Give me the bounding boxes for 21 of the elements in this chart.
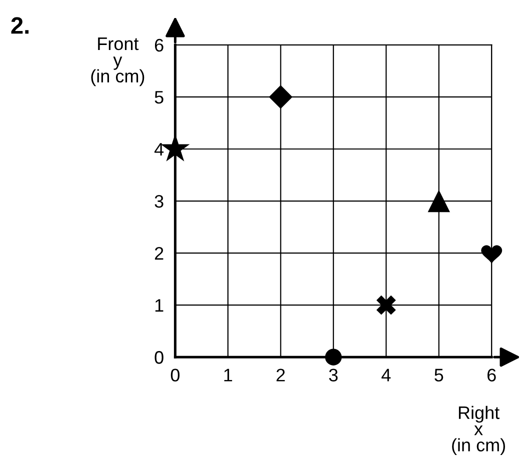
x-tick-label: 1 (224, 368, 232, 382)
y-tick-label: 4 (154, 143, 164, 156)
x-tick-label: 0 (170, 368, 180, 382)
point (376, 295, 396, 315)
x-tick-label: 2 (276, 368, 285, 382)
chart-title: 2. (11, 17, 29, 34)
y-tick-label: 5 (154, 91, 164, 104)
y-tick-label: 1 (155, 299, 164, 312)
x-tick-label: 4 (382, 368, 391, 382)
y-tick-label: 3 (154, 194, 164, 208)
y-tick-label: 6 (154, 38, 164, 52)
point (428, 190, 450, 212)
x-tick-label: 3 (329, 368, 338, 382)
point (325, 348, 342, 366)
y-axis-title: Front y (in cm) (91, 38, 144, 86)
x-axis-title: Right x (in cm) (452, 406, 506, 456)
y-tick-label: 2 (154, 246, 164, 260)
x-tick-label: 6 (488, 368, 496, 382)
y-tick-label: 0 (154, 351, 164, 364)
x-tick-label: 5 (434, 368, 444, 382)
point (268, 85, 292, 109)
